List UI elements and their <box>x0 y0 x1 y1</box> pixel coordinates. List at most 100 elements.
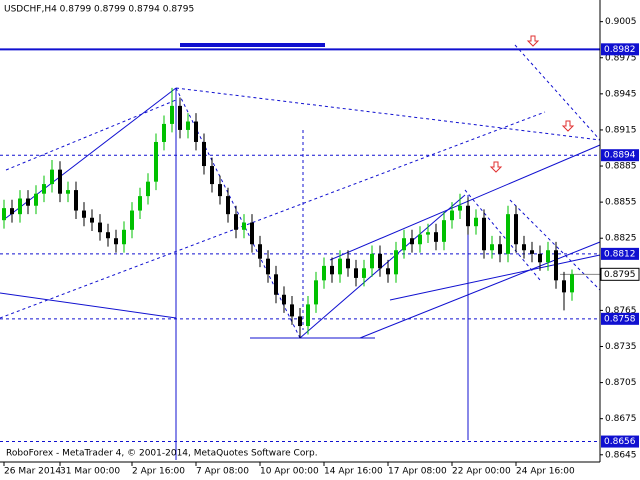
level-label-box <box>601 43 639 56</box>
candle-body <box>322 265 326 281</box>
y-tick-label: 0.8945 <box>605 89 637 99</box>
candle-body <box>386 268 390 275</box>
candle-body <box>82 210 86 218</box>
y-tick-label: 0.8645 <box>605 450 637 460</box>
candle-body <box>170 105 174 124</box>
candle-body <box>186 121 190 130</box>
candle-body <box>306 304 310 327</box>
candle-body <box>266 258 270 275</box>
level-label-box <box>601 312 639 325</box>
x-tick-label: 24 Apr 16:00 <box>516 467 575 477</box>
level-label: 0.8982 <box>604 45 636 55</box>
x-tick-label: 17 Apr 08:00 <box>388 467 447 477</box>
x-tick-label: 31 Mar 00:00 <box>60 467 120 477</box>
candle-body <box>290 304 294 317</box>
candle-body <box>218 184 222 197</box>
candle-body <box>178 105 182 130</box>
candle-body <box>314 280 318 305</box>
x-tick-label: 14 Apr 16:00 <box>324 467 383 477</box>
candle-body <box>194 121 198 142</box>
candle-body <box>58 169 62 194</box>
level-label-box <box>601 247 639 260</box>
candle-body <box>378 253 382 269</box>
footer: RoboForex - MetaTrader 4, © 2001-2014, M… <box>6 449 318 459</box>
candle-body <box>538 253 542 263</box>
candle-body <box>394 250 398 275</box>
y-tick-label: 0.8975 <box>605 53 637 63</box>
plot-area <box>0 48 600 443</box>
current-price-label: 0.8795 <box>604 270 636 280</box>
y-tick-label: 0.8855 <box>605 198 637 208</box>
candle-body <box>10 208 14 215</box>
x-tick-label: 2 Apr 16:00 <box>132 467 185 477</box>
level-label: 0.8758 <box>604 314 636 324</box>
level-label-box <box>601 435 639 448</box>
candle-body <box>442 220 446 242</box>
candle-body <box>522 244 526 251</box>
candle-body <box>450 210 454 221</box>
candle-body <box>514 214 518 245</box>
candle-body <box>234 214 238 230</box>
y-tick-label: 0.8885 <box>605 162 637 172</box>
y-tick-label: 0.9005 <box>605 17 637 27</box>
candle-body <box>42 184 46 194</box>
candle-body <box>74 190 78 211</box>
candle-body <box>402 238 406 251</box>
candle-body <box>114 238 118 245</box>
candle-body <box>482 217 486 251</box>
candle-body <box>410 238 414 245</box>
candle-body <box>282 294 286 305</box>
candle-body <box>242 222 246 230</box>
candle-body <box>34 193 38 206</box>
y-tick-label: 0.8825 <box>605 234 637 244</box>
candle-body <box>106 232 110 239</box>
candle-body <box>138 196 142 211</box>
x-tick-label: 10 Apr 00:00 <box>260 467 319 477</box>
candle-body <box>346 258 350 269</box>
level-label-box <box>601 149 639 162</box>
x-tick-label: 26 Mar 2014 <box>4 467 61 477</box>
candle-body <box>434 232 438 242</box>
candle-body <box>154 141 158 182</box>
candle-body <box>490 244 494 251</box>
candle-body <box>466 205 470 227</box>
y-tick-label: 0.8765 <box>605 306 637 316</box>
x-tick-label: 7 Apr 08:00 <box>196 467 249 477</box>
candle-body <box>274 274 278 295</box>
chart-title: USDCHF,H4 0.8799 0.8799 0.8794 0.8795 <box>4 5 194 15</box>
candle-body <box>226 196 230 215</box>
level-label: 0.8812 <box>604 249 636 259</box>
y-tick-label: 0.8915 <box>605 125 637 135</box>
candle-body <box>146 181 150 197</box>
y-tick-label: 0.8705 <box>605 378 637 388</box>
y-tick-label: 0.8675 <box>605 414 637 424</box>
candle-body <box>50 169 54 185</box>
candle-body <box>250 222 254 245</box>
candle-body <box>26 198 30 206</box>
candle-body <box>362 268 366 278</box>
candle-body <box>98 222 102 233</box>
candle-body <box>210 166 214 185</box>
candle-body <box>202 141 206 167</box>
candle-body <box>370 253 374 269</box>
candle-body <box>474 217 478 227</box>
candle-body <box>162 123 166 142</box>
candle-body <box>354 268 358 278</box>
candle-body <box>546 250 550 263</box>
candle-body <box>258 244 262 259</box>
candle-body <box>426 232 430 235</box>
candle-body <box>554 250 558 281</box>
analysis-lines <box>0 35 601 460</box>
candle-body <box>498 244 502 254</box>
y-tick-label: 0.8735 <box>605 342 637 352</box>
candle-body <box>570 274 574 293</box>
candle-body <box>66 190 70 194</box>
candle-body <box>338 258 342 275</box>
level-label: 0.8656 <box>604 437 636 447</box>
candle-body <box>506 214 510 254</box>
candle-body <box>530 250 534 254</box>
candle-body <box>458 205 462 211</box>
candle-body <box>18 198 22 215</box>
